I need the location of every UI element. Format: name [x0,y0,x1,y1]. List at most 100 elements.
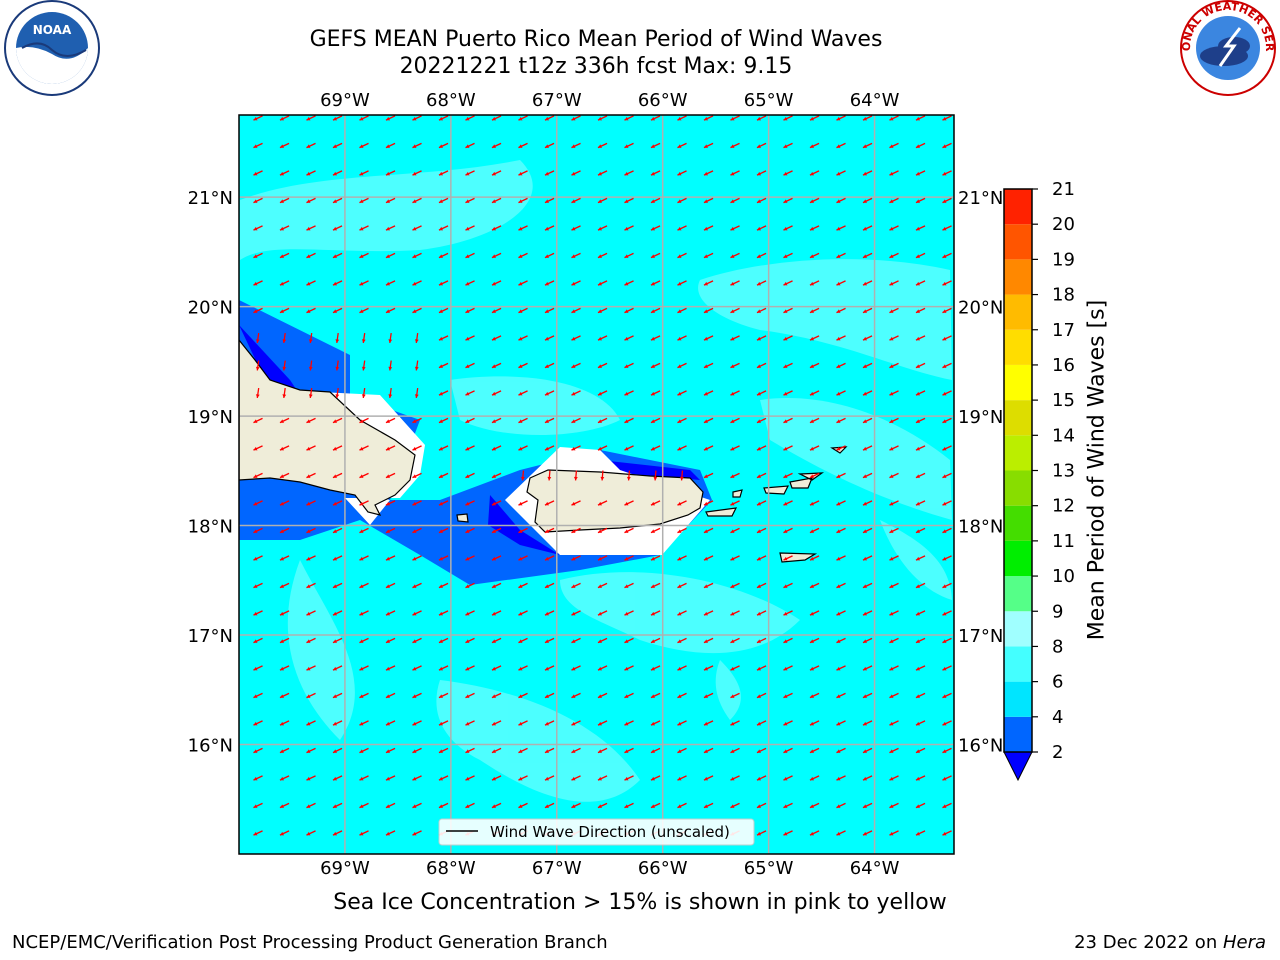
wave-direction-arrow [730,637,740,644]
wave-direction-arrow [756,472,767,479]
wave-direction-arrow [597,335,608,341]
wave-direction-arrow [279,197,290,204]
colorbar-tick-label: 13 [1052,461,1075,482]
lat-tick-label: 21°N [188,188,233,209]
wave-direction-arrow [650,665,661,671]
lon-tick-label: 64°W [850,90,900,111]
wave-direction-arrow [597,362,608,369]
wave-direction-arrow [491,527,502,534]
wave-direction-arrow [306,500,316,506]
wave-direction-arrow [889,747,899,754]
wave-direction-arrow [253,417,263,424]
wave-direction-arrow [544,692,555,699]
wave-direction-arrow [703,637,714,644]
wave-direction-arrow [650,115,661,121]
wave-direction-arrow [571,747,581,754]
wave-direction-arrow [518,527,528,534]
wave-direction-arrow [279,802,290,809]
wave-direction-arrow [465,665,475,671]
wave-direction-arrow [942,527,952,534]
wave-direction-arrow [571,720,581,726]
wave-direction-arrow [624,252,634,259]
lat-tick-label: 20°N [958,298,1003,319]
wave-direction-arrow [597,417,608,424]
wave-direction-arrow [359,500,369,506]
wave-direction-arrow [889,555,899,561]
wave-direction-arrow [756,665,767,671]
wave-direction-arrow [783,665,793,671]
wave-direction-arrow [518,280,528,286]
wave-direction-arrow [650,582,661,589]
wave-direction-arrow [279,472,290,479]
map-legend: Wind Wave Direction (unscaled) [438,818,755,846]
wave-direction-arrow [677,582,687,589]
wave-direction-arrow [359,610,369,616]
wave-direction-arrow [809,445,820,451]
wave-direction-arrow [862,335,873,341]
wave-direction-arrow [915,390,926,396]
wave-direction-arrow [279,252,290,259]
wave-direction-arrow [915,692,926,699]
wave-direction-arrow [624,747,634,754]
wave-direction-arrow [756,500,767,506]
wave-direction-arrow [783,747,793,754]
wave-direction-arrow [518,197,528,204]
wave-direction-arrow [650,555,661,561]
wave-direction-arrow [730,472,740,479]
wave-direction-arrow [465,252,475,259]
wave-direction-arrow [703,527,714,534]
wave-direction-arrow [942,665,952,671]
wave-direction-arrow [942,555,952,561]
wave-direction-arrow [306,417,316,424]
wave-direction-arrow [332,610,343,616]
wave-direction-arrow [306,692,316,699]
wave-direction-arrow [491,775,502,781]
wave-direction-arrow [809,252,820,259]
wave-direction-arrow [279,280,290,286]
wave-direction-arrow [491,197,502,204]
wave-direction-arrow [650,775,661,781]
hispaniola-land [239,339,416,516]
wave-direction-arrow [571,362,581,369]
wave-direction-arrow [809,362,820,369]
lon-tick-label: 69°W [320,90,370,111]
wave-direction-arrow [889,252,899,259]
colorbar-swatch [1004,294,1032,330]
wave-direction-arrow [597,307,608,314]
wave-direction-arrow [547,470,552,481]
wave-direction-arrow [862,637,873,644]
wave-direction-arrow [783,417,793,424]
wave-direction-arrow [650,252,661,259]
wave-direction-arrow [491,582,502,589]
lon-tick-label: 65°W [744,90,794,111]
wave-direction-arrow [571,610,581,616]
wave-direction-arrow [942,115,952,121]
colorbar: 2 4 6 8 9 10 11 12 13 14 15 16 17 18 19 20 21 [1003,179,1075,782]
wave-direction-arrow [915,472,926,479]
colorbar-swatch [1004,505,1032,541]
wave-direction-arrow [889,225,899,231]
wave-direction-arrow [624,142,634,149]
wave-direction-arrow [438,390,449,396]
wave-direction-arrow [518,720,528,726]
wave-direction-arrow [571,802,581,809]
wave-direction-arrow [412,830,422,836]
wave-direction-arrow [942,692,952,699]
wave-direction-arrow [942,775,952,781]
wave-direction-arrow [862,280,873,286]
lat-tick-label: 19°N [958,407,1003,428]
wave-direction-arrow [862,830,873,836]
wave-direction-arrow [597,692,608,699]
wave-direction-arrow [756,307,767,314]
wave-direction-arrow [730,307,740,314]
colorbar-tick-label: 14 [1052,425,1075,446]
wave-direction-arrow [703,775,714,781]
wave-direction-arrow [624,610,634,616]
wave-direction-arrow [518,390,528,396]
wave-direction-arrow [412,582,422,589]
wave-direction-arrow [332,775,343,781]
wave-direction-arrow [836,775,846,781]
wave-direction-arrow [414,387,419,399]
wave-direction-arrow [809,747,820,754]
wave-direction-arrow [438,307,449,314]
